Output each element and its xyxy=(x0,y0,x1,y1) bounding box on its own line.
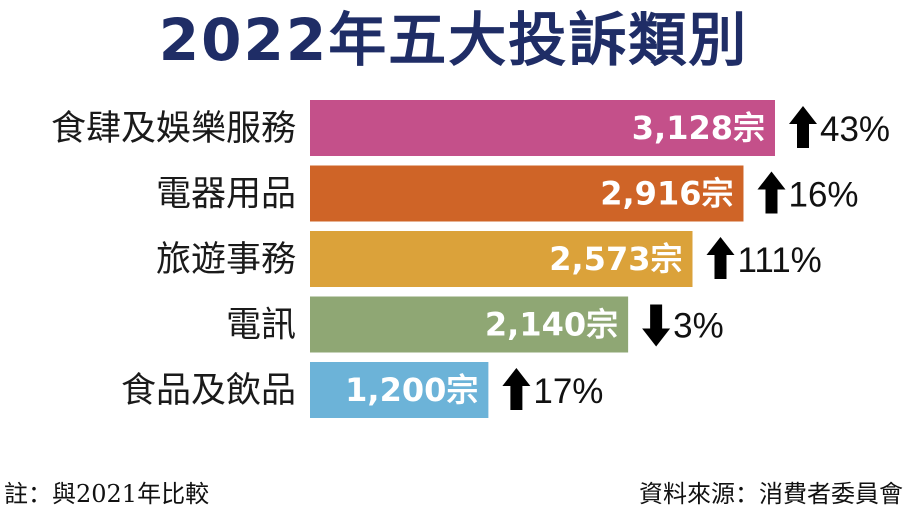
arrow-up-icon xyxy=(789,106,817,148)
bar-value-label: 2,916宗 xyxy=(600,175,733,213)
change-label: 111% xyxy=(737,241,821,280)
category-label: 食品及飲品 xyxy=(121,371,296,411)
arrow-up-icon xyxy=(706,237,735,279)
change-label: 16% xyxy=(788,176,858,215)
bar xyxy=(310,296,629,353)
bar-value-label: 3,128宗 xyxy=(632,109,765,147)
category-label: 電器用品 xyxy=(156,175,296,215)
bar-chart: 食肆及娛樂服務 3,128宗 43% 電器用品 2,916宗 16% 旅遊事務 2,573宗 1… xyxy=(51,100,890,418)
bar xyxy=(310,362,489,418)
footnote-source: 資料來源：消費者委員會 xyxy=(639,480,903,508)
change-label: 43% xyxy=(820,110,890,149)
bar-value-label: 1,200宗 xyxy=(345,371,478,409)
change-label: 3% xyxy=(673,307,724,346)
bar xyxy=(310,100,775,156)
category-label: 食肆及娛樂服務 xyxy=(51,109,296,149)
footnote-comparison: 註：與2021年比較 xyxy=(4,480,210,508)
bar xyxy=(310,231,693,287)
chart-title: 2022年五大投訴類別 xyxy=(158,6,749,74)
change-label: 17% xyxy=(533,372,603,411)
bar-value-label: 2,140宗 xyxy=(485,306,618,344)
arrow-up-icon xyxy=(757,171,786,214)
arrow-down-icon xyxy=(642,304,671,347)
bar xyxy=(310,165,744,222)
arrow-up-icon xyxy=(502,368,531,410)
category-label: 電訊 xyxy=(226,306,296,346)
category-label: 旅遊事務 xyxy=(156,240,296,280)
bar-value-label: 2,573宗 xyxy=(549,240,682,278)
